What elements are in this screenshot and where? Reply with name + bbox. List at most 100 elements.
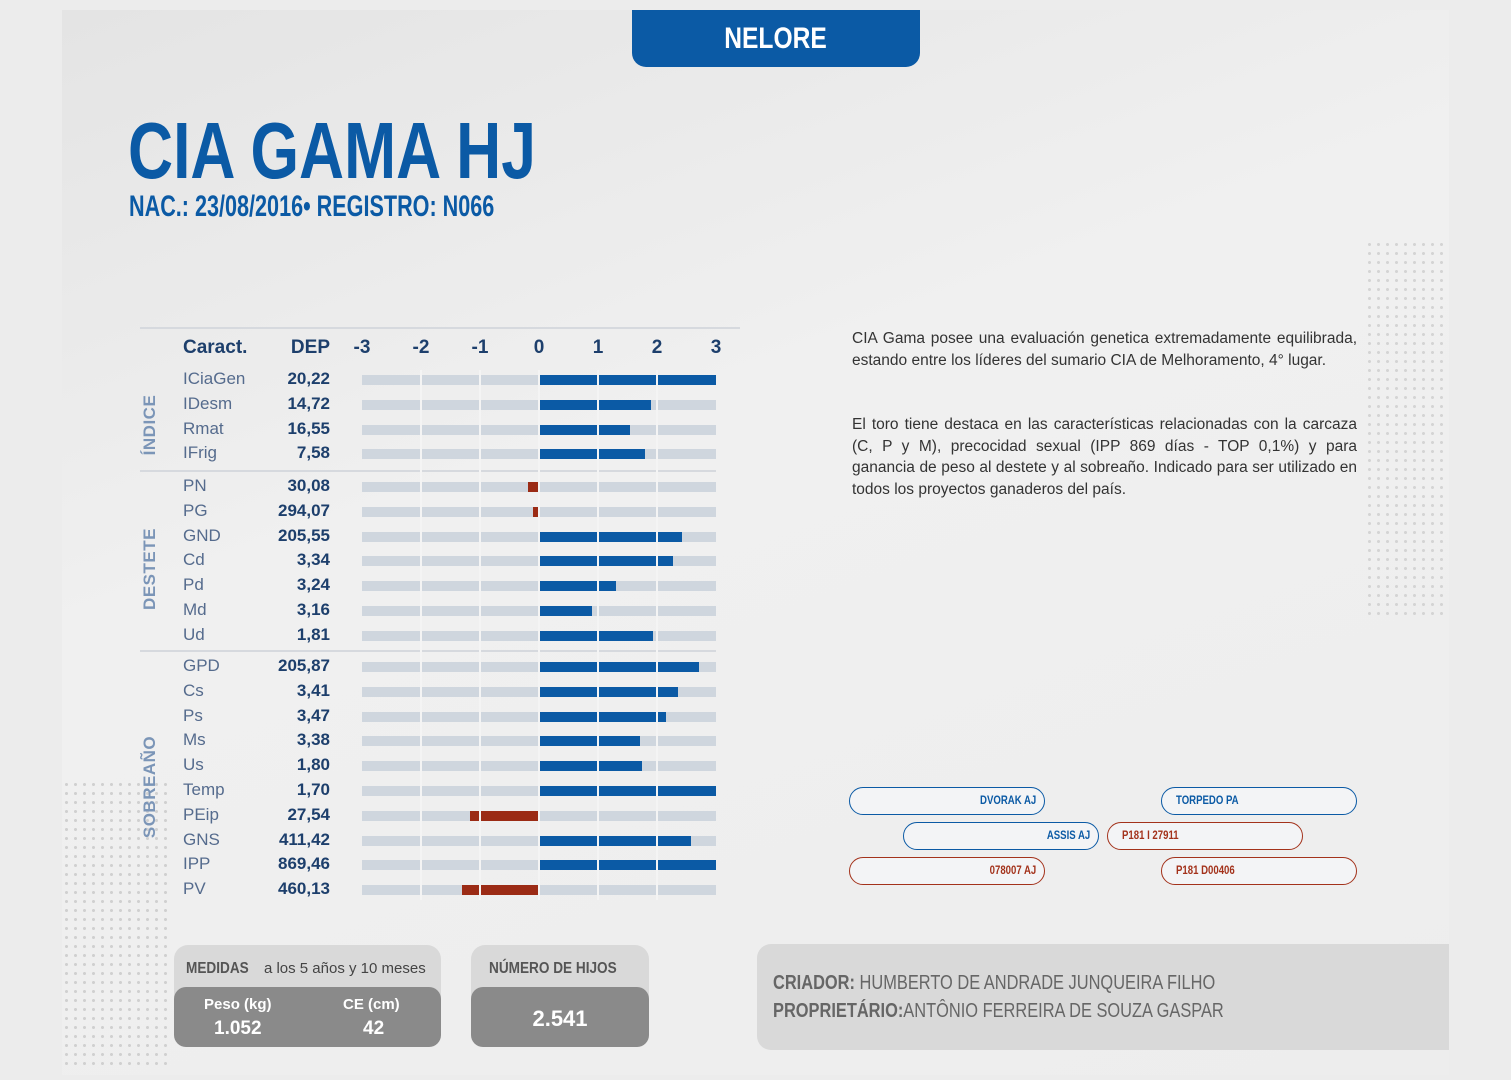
trait-label: GNS xyxy=(183,829,220,849)
x-tick-label: 1 xyxy=(592,337,604,358)
grid-line xyxy=(538,370,540,900)
x-tick-label: -3 xyxy=(353,337,371,358)
trait-label: PG xyxy=(183,500,208,520)
header-caract: Caract. xyxy=(183,337,248,358)
dep-bar xyxy=(539,449,646,460)
pedigree-sire: ASSIS AJ xyxy=(903,822,1099,850)
weight-label: Peso (kg) xyxy=(204,996,272,1013)
trait-dep: 205,55 xyxy=(278,525,330,545)
description-paragraph-1: CIA Gama posee una evaluación genetica e… xyxy=(852,330,1357,369)
trait-dep: 3,41 xyxy=(296,680,330,700)
offspring-title: NÚMERO DE HIJOS xyxy=(489,960,617,977)
grid-line xyxy=(597,370,599,900)
dep-bar xyxy=(539,835,691,846)
trait-dep: 205,87 xyxy=(278,656,330,675)
chart-top-rule xyxy=(140,327,740,329)
x-tick-label: 3 xyxy=(710,337,722,358)
dep-bar xyxy=(462,885,539,896)
trait-label: Ud xyxy=(183,624,205,644)
dep-bar xyxy=(539,581,616,592)
trait-dep: 16,55 xyxy=(287,418,330,438)
trait-dep: 3,34 xyxy=(296,550,330,570)
x-tick-label: -1 xyxy=(471,337,489,358)
trait-label: PEip xyxy=(183,804,219,824)
trait-label: Temp xyxy=(183,780,225,799)
trait-dep: 3,47 xyxy=(296,705,330,725)
dep-bar xyxy=(539,711,666,722)
trait-dep: 7,58 xyxy=(296,443,330,463)
dot-pattern-left xyxy=(62,780,172,1070)
trait-dep: 3,16 xyxy=(296,600,330,619)
trait-label: IFrig xyxy=(183,443,217,463)
trait-label: Cd xyxy=(183,550,205,570)
description-paragraph-2: El toro tiene destaca en las característ… xyxy=(852,416,1357,498)
dep-bar xyxy=(539,556,673,567)
weight-value: 1.052 xyxy=(214,1018,262,1039)
trait-dep: 3,24 xyxy=(296,575,330,595)
trait-label: Cs xyxy=(183,680,204,700)
header-dep: DEP xyxy=(290,337,330,358)
ce-value: 42 xyxy=(363,1018,385,1039)
trait-dep: 30,08 xyxy=(287,476,330,495)
trait-label: Pd xyxy=(183,575,204,595)
offspring-count: 2.541 xyxy=(532,1006,588,1031)
x-tick-label: 2 xyxy=(651,337,663,358)
dep-bar xyxy=(539,736,641,747)
trait-label: IPP xyxy=(183,854,211,874)
dep-bar xyxy=(539,686,678,697)
owner-line: PROPRIETÁRIO:ANTÔNIO FERREIRA DE SOUZA G… xyxy=(773,1000,1224,1022)
grid-line xyxy=(656,370,658,900)
grid-line xyxy=(420,370,422,900)
dep-bar xyxy=(539,606,593,616)
breeder-line: CRIADOR: HUMBERTO DE ANDRADE JUNQUEIRA F… xyxy=(773,972,1216,994)
dep-bar xyxy=(539,761,643,772)
measures-title: MEDIDAS a los 5 años y 10 meses xyxy=(186,960,426,977)
ce-label: CE (cm) xyxy=(343,996,400,1013)
trait-label: PV xyxy=(183,879,206,899)
dep-bar xyxy=(539,375,716,385)
trait-label: Rmat xyxy=(183,418,224,438)
dot-pattern-right xyxy=(1365,240,1449,620)
dep-bar xyxy=(533,506,539,517)
owners-box xyxy=(757,944,1449,1050)
offspring-box: NÚMERO DE HIJOS 2.541 xyxy=(471,945,649,1047)
trait-label: ICiaGen xyxy=(183,369,246,388)
pedigree-dam: P181 I 27911 xyxy=(1107,822,1303,850)
trait-label: Us xyxy=(183,755,204,775)
group-label: DESTETE xyxy=(140,528,159,611)
trait-label: Ms xyxy=(183,730,206,750)
trait-label: Md xyxy=(183,600,207,619)
trait-dep: 411,42 xyxy=(278,829,330,849)
group-label: SOBREAÑO xyxy=(140,735,159,838)
trait-label: GND xyxy=(183,525,221,545)
dep-bar xyxy=(539,399,652,410)
dep-bar xyxy=(469,810,539,821)
trait-dep: 1,70 xyxy=(296,780,330,799)
measures-box: MEDIDAS a los 5 años y 10 meses Peso (kg… xyxy=(174,945,441,1047)
trait-label: IDesm xyxy=(183,393,233,413)
trait-dep: 1,81 xyxy=(296,624,330,644)
group-label: ÍNDICE xyxy=(140,394,159,456)
pedigree-dam-sire: TORPEDO PA xyxy=(1161,787,1357,815)
dep-bar xyxy=(539,662,700,672)
dep-bar xyxy=(539,424,631,435)
group-separator xyxy=(140,650,716,652)
measures-values: Peso (kg) 1.052 CE (cm) 42 xyxy=(174,987,441,1047)
offspring-values: 2.541 xyxy=(471,987,649,1047)
pedigree-sire-dam: 078007 AJ xyxy=(849,857,1045,885)
x-tick-label: 0 xyxy=(533,337,545,358)
trait-dep: 1,80 xyxy=(296,755,330,775)
trait-dep: 869,46 xyxy=(278,854,330,874)
trait-dep: 20,22 xyxy=(287,369,330,388)
trait-dep: 27,54 xyxy=(287,804,330,824)
dep-bar xyxy=(539,531,682,542)
sire-card xyxy=(62,10,1449,1075)
trait-label: PN xyxy=(183,476,207,495)
trait-label: Ps xyxy=(183,705,203,725)
breed-tab: NELORE xyxy=(632,10,920,67)
birth-registry: NAC.: 23/08/2016• REGISTRO: N066 xyxy=(129,190,495,223)
bull-name: CIA GAMA HJ xyxy=(128,106,536,195)
trait-dep: 294,07 xyxy=(278,500,330,520)
x-tick-label: -2 xyxy=(412,337,430,358)
dep-bar xyxy=(528,482,539,492)
